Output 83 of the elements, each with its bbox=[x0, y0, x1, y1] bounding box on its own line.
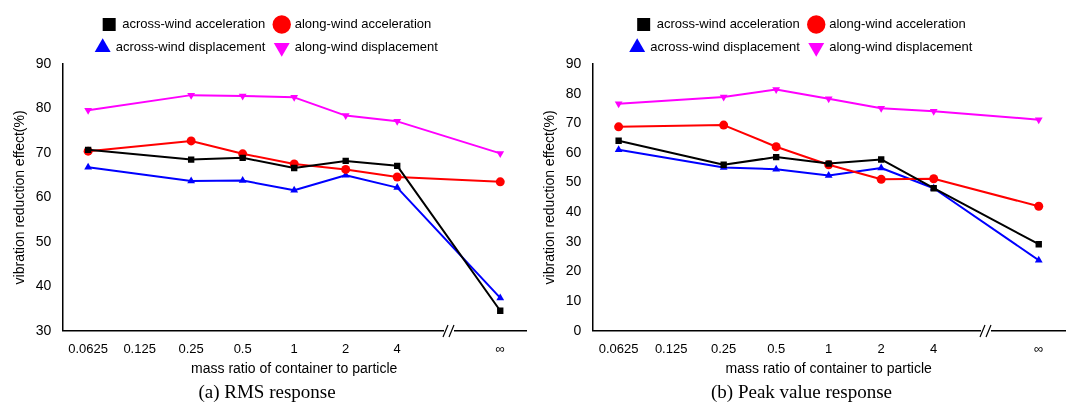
point bbox=[187, 156, 195, 163]
x-axis-title: mass ratio of container to particle bbox=[725, 359, 932, 376]
y-tick-label: 40 bbox=[565, 203, 582, 220]
y-tick-label: 60 bbox=[35, 188, 52, 205]
point bbox=[824, 170, 833, 178]
y-tick-label: 10 bbox=[565, 292, 582, 309]
text: (a) RMS response bbox=[198, 380, 336, 403]
point bbox=[393, 119, 402, 126]
point bbox=[496, 293, 505, 301]
y-tick-label: 80 bbox=[565, 84, 582, 101]
point bbox=[614, 145, 623, 152]
y-tick-label: 80 bbox=[35, 99, 52, 116]
y-tick-label: 30 bbox=[565, 232, 582, 249]
y-tick-label: 50 bbox=[35, 232, 52, 249]
x-tick-label: ∞ bbox=[495, 341, 505, 357]
y-tick-label: 50 bbox=[565, 173, 582, 190]
legend-label: across-wind displacement bbox=[650, 39, 801, 55]
point bbox=[495, 177, 505, 187]
point bbox=[290, 185, 299, 193]
y-tick-label: 70 bbox=[565, 114, 582, 131]
point bbox=[187, 92, 196, 100]
legend-label: along-wind acceleration bbox=[294, 16, 432, 32]
y-tick-label: 40 bbox=[35, 277, 52, 294]
legend-label: across-wind acceleration bbox=[656, 16, 800, 32]
x-tick-label: 0.5 bbox=[767, 341, 786, 357]
x-tick-label: 4 bbox=[930, 341, 938, 357]
point bbox=[878, 156, 885, 163]
point bbox=[614, 122, 624, 132]
point bbox=[1034, 117, 1043, 125]
x-tick-label: 2 bbox=[342, 341, 350, 357]
x-tick-label: 4 bbox=[393, 341, 401, 357]
point bbox=[239, 154, 246, 162]
point bbox=[496, 151, 505, 158]
point bbox=[876, 174, 886, 184]
y-tick-label: 60 bbox=[565, 143, 582, 160]
point bbox=[772, 87, 781, 94]
point bbox=[84, 108, 93, 115]
point bbox=[187, 176, 196, 184]
x-tick-label: 1 bbox=[825, 341, 833, 357]
point bbox=[877, 163, 886, 171]
point bbox=[824, 96, 833, 104]
y-tick-label: 0 bbox=[573, 321, 582, 338]
y-axis-title: vibration reduction effect(%) bbox=[11, 110, 28, 285]
x-tick-label: 0.25 bbox=[178, 341, 204, 357]
point bbox=[614, 101, 623, 109]
x-tick-label: 0.5 bbox=[233, 341, 252, 357]
legend-label: along-wind displacement bbox=[829, 39, 973, 55]
x-axis-title: mass ratio of container to particle bbox=[191, 359, 398, 376]
point bbox=[393, 183, 402, 190]
point bbox=[877, 105, 886, 113]
y-tick-label: 90 bbox=[565, 54, 582, 71]
point bbox=[238, 93, 247, 101]
point bbox=[719, 120, 729, 130]
legend-label: along-wind displacement bbox=[294, 39, 439, 55]
point bbox=[929, 108, 938, 116]
legend-label: along-wind acceleration bbox=[829, 16, 966, 32]
legend-label: across-wind displacement bbox=[115, 39, 266, 55]
point bbox=[771, 142, 781, 152]
y-tick-label: 90 bbox=[35, 54, 52, 71]
x-tick-label: 0.125 bbox=[123, 341, 156, 357]
y-axis-title: vibration reduction effect(%) bbox=[541, 110, 558, 285]
x-tick-label: 2 bbox=[877, 341, 885, 357]
x-tick-label: 0.125 bbox=[654, 341, 688, 357]
point bbox=[615, 137, 622, 144]
x-tick-label: 0.25 bbox=[711, 341, 737, 357]
text: (b) Peak value response bbox=[711, 380, 892, 403]
point bbox=[1034, 201, 1044, 211]
x-tick-label: 0.0625 bbox=[598, 341, 639, 357]
x-tick-label: 0.0625 bbox=[68, 341, 109, 357]
point bbox=[290, 95, 299, 102]
point bbox=[186, 136, 196, 146]
point bbox=[238, 176, 247, 183]
y-tick-label: 30 bbox=[35, 321, 52, 338]
legend-label: across-wind acceleration bbox=[122, 16, 266, 32]
point bbox=[392, 172, 402, 182]
x-tick-label: ∞ bbox=[1034, 341, 1044, 357]
x-tick-label: 1 bbox=[290, 341, 298, 357]
point bbox=[341, 164, 351, 174]
y-tick-label: 20 bbox=[565, 262, 582, 279]
point bbox=[341, 113, 350, 121]
y-tick-label: 70 bbox=[35, 143, 52, 160]
point bbox=[929, 174, 939, 184]
point bbox=[394, 162, 401, 170]
